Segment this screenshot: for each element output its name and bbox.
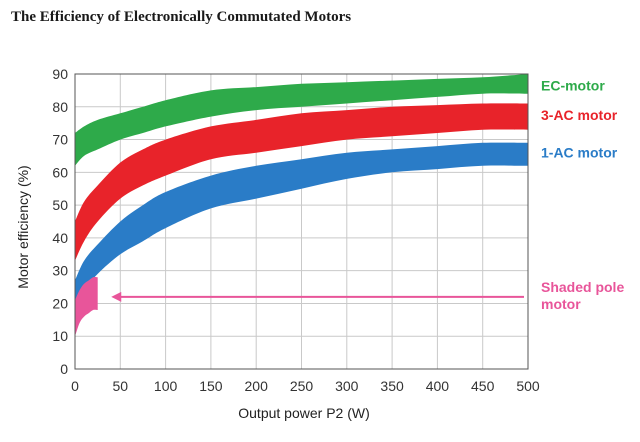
x-tick-label-7: 350 xyxy=(380,378,404,394)
x-tick-label-6: 300 xyxy=(335,378,359,394)
series-label-3: Shaded pole xyxy=(541,279,624,295)
annotation-arrow xyxy=(111,291,524,302)
x-tick-label-0: 0 xyxy=(71,378,79,394)
series-label-2: 1-AC motor xyxy=(541,145,618,161)
y-tick-labels: 0 10 20 30 40 50 60 70 80 90 xyxy=(52,66,68,377)
y-tick-label-3: 30 xyxy=(52,263,68,279)
x-tick-label-2: 100 xyxy=(154,378,178,394)
x-tick-label-9: 450 xyxy=(471,378,495,394)
y-tick-label-9: 90 xyxy=(52,66,68,82)
series-labels: EC-motor 3-AC motor 1-AC motor Shaded polem… xyxy=(541,77,624,312)
y-tick-label-5: 50 xyxy=(52,197,68,213)
plot-frame xyxy=(74,73,529,370)
y-tick-label-1: 10 xyxy=(52,328,68,344)
x-tick-label-5: 250 xyxy=(290,378,314,394)
series-band-2 xyxy=(75,142,528,307)
series-label-3-line2: motor xyxy=(541,296,581,312)
plot-border xyxy=(74,73,529,370)
x-tick-label-3: 150 xyxy=(199,378,223,394)
series-bands xyxy=(75,74,528,337)
series-band-0 xyxy=(75,74,528,166)
series-label-1: 3-AC motor xyxy=(541,107,618,123)
x-tick-labels: 0 50 100 150 200 250 300 350 400 450 500 xyxy=(71,378,540,394)
y-tick-label-8: 80 xyxy=(52,99,68,115)
x-tick-label-1: 50 xyxy=(113,378,129,394)
chart-title: The Efficiency of Electronically Commuta… xyxy=(11,9,352,25)
x-tick-label-4: 200 xyxy=(245,378,269,394)
y-tick-label-4: 40 xyxy=(52,230,68,246)
x-tick-label-8: 400 xyxy=(426,378,450,394)
y-tick-label-7: 70 xyxy=(52,132,68,148)
arrow-head xyxy=(111,291,122,302)
y-tick-label-0: 0 xyxy=(60,361,68,377)
y-tick-label-6: 60 xyxy=(52,164,68,180)
series-label-0: EC-motor xyxy=(541,77,605,93)
y-tick-label-2: 20 xyxy=(52,295,68,311)
series-band-1 xyxy=(75,103,528,261)
series-band-3 xyxy=(75,276,98,337)
x-tick-label-10: 500 xyxy=(516,378,540,394)
y-axis-label: Motor efficiency (%) xyxy=(15,165,31,288)
x-axis-label: Output power P2 (W) xyxy=(238,405,370,421)
